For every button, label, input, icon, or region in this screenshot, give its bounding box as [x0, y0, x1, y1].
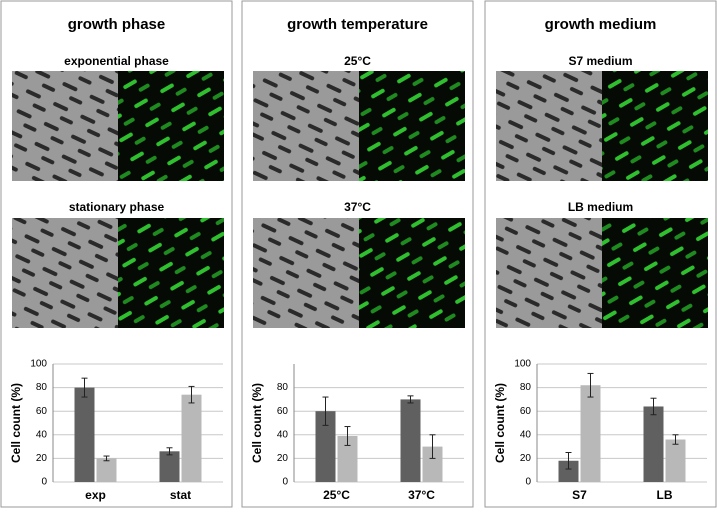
y-tick-label: 40: [277, 429, 289, 440]
y-tick-label: 0: [41, 477, 47, 488]
bar: [400, 399, 421, 482]
bar: [337, 435, 358, 482]
fluorescence-image: [118, 218, 224, 328]
bar: [580, 385, 601, 482]
y-tick-label: 100: [514, 359, 531, 370]
y-tick-label: 20: [520, 453, 532, 464]
y-axis-label: Cell count (%): [9, 383, 23, 463]
y-tick-label: 20: [36, 453, 48, 464]
x-tick-label: exp: [85, 488, 106, 502]
x-tick-label: 37°C: [408, 488, 435, 502]
y-axis-label: Cell count (%): [493, 383, 507, 463]
fluorescence-image: [118, 71, 224, 181]
error-bar: [650, 397, 657, 416]
y-tick-label: 80: [277, 382, 289, 393]
error-bar: [344, 426, 351, 446]
y-tick-label: 0: [282, 477, 288, 488]
error-bar: [81, 377, 88, 398]
bar: [558, 460, 579, 482]
y-tick-label: 40: [36, 429, 48, 440]
panel-border: [0, 0, 233, 508]
bar: [422, 446, 443, 482]
panel-title: growth phase: [68, 16, 166, 33]
x-tick-label: LB: [657, 488, 673, 502]
x-tick-label: 25°C: [323, 488, 350, 502]
bar: [181, 394, 202, 482]
phase-contrast-image: [496, 71, 602, 181]
y-tick-label: 60: [36, 406, 48, 417]
bar: [74, 387, 95, 482]
error-bar: [587, 372, 594, 398]
image-label: 25°C: [344, 54, 371, 68]
fluorescence-image: [359, 71, 465, 181]
x-tick-label: stat: [170, 488, 191, 502]
panel-title: growth medium: [545, 16, 657, 33]
y-tick-label: 40: [520, 429, 532, 440]
y-tick-label: 60: [277, 406, 289, 417]
panel-title: growth temperature: [287, 16, 428, 33]
image-label: LB medium: [568, 200, 633, 214]
panel-border: [484, 0, 717, 508]
error-bar: [322, 396, 329, 426]
phase-contrast-image: [12, 71, 118, 181]
y-tick-label: 80: [520, 382, 532, 393]
phase-contrast-image: [12, 218, 118, 328]
image-label: stationary phase: [69, 200, 165, 214]
panel-border: [241, 0, 474, 508]
phase-contrast-image: [496, 218, 602, 328]
y-tick-label: 100: [30, 359, 47, 370]
error-bar: [103, 455, 110, 462]
y-tick-label: 20: [277, 453, 289, 464]
bar: [315, 411, 336, 482]
error-bar: [188, 385, 195, 404]
fluorescence-image: [602, 218, 708, 328]
image-label: 37°C: [344, 200, 371, 214]
bar: [643, 406, 664, 482]
image-label: exponential phase: [64, 54, 169, 68]
x-tick-label: S7: [572, 488, 587, 502]
y-tick-label: 80: [36, 382, 48, 393]
bar: [96, 458, 117, 482]
phase-contrast-image: [253, 71, 359, 181]
bar: [665, 439, 686, 482]
y-tick-label: 0: [525, 477, 531, 488]
y-axis-label: Cell count (%): [250, 383, 264, 463]
error-bar: [672, 434, 679, 445]
phase-contrast-image: [253, 218, 359, 328]
y-tick-label: 60: [520, 406, 532, 417]
error-bar: [565, 452, 572, 470]
error-bar: [166, 447, 173, 456]
error-bar: [429, 434, 436, 459]
bar: [159, 451, 180, 482]
fluorescence-image: [602, 71, 708, 181]
fluorescence-image: [359, 218, 465, 328]
image-label: S7 medium: [568, 54, 632, 68]
error-bar: [407, 395, 414, 404]
